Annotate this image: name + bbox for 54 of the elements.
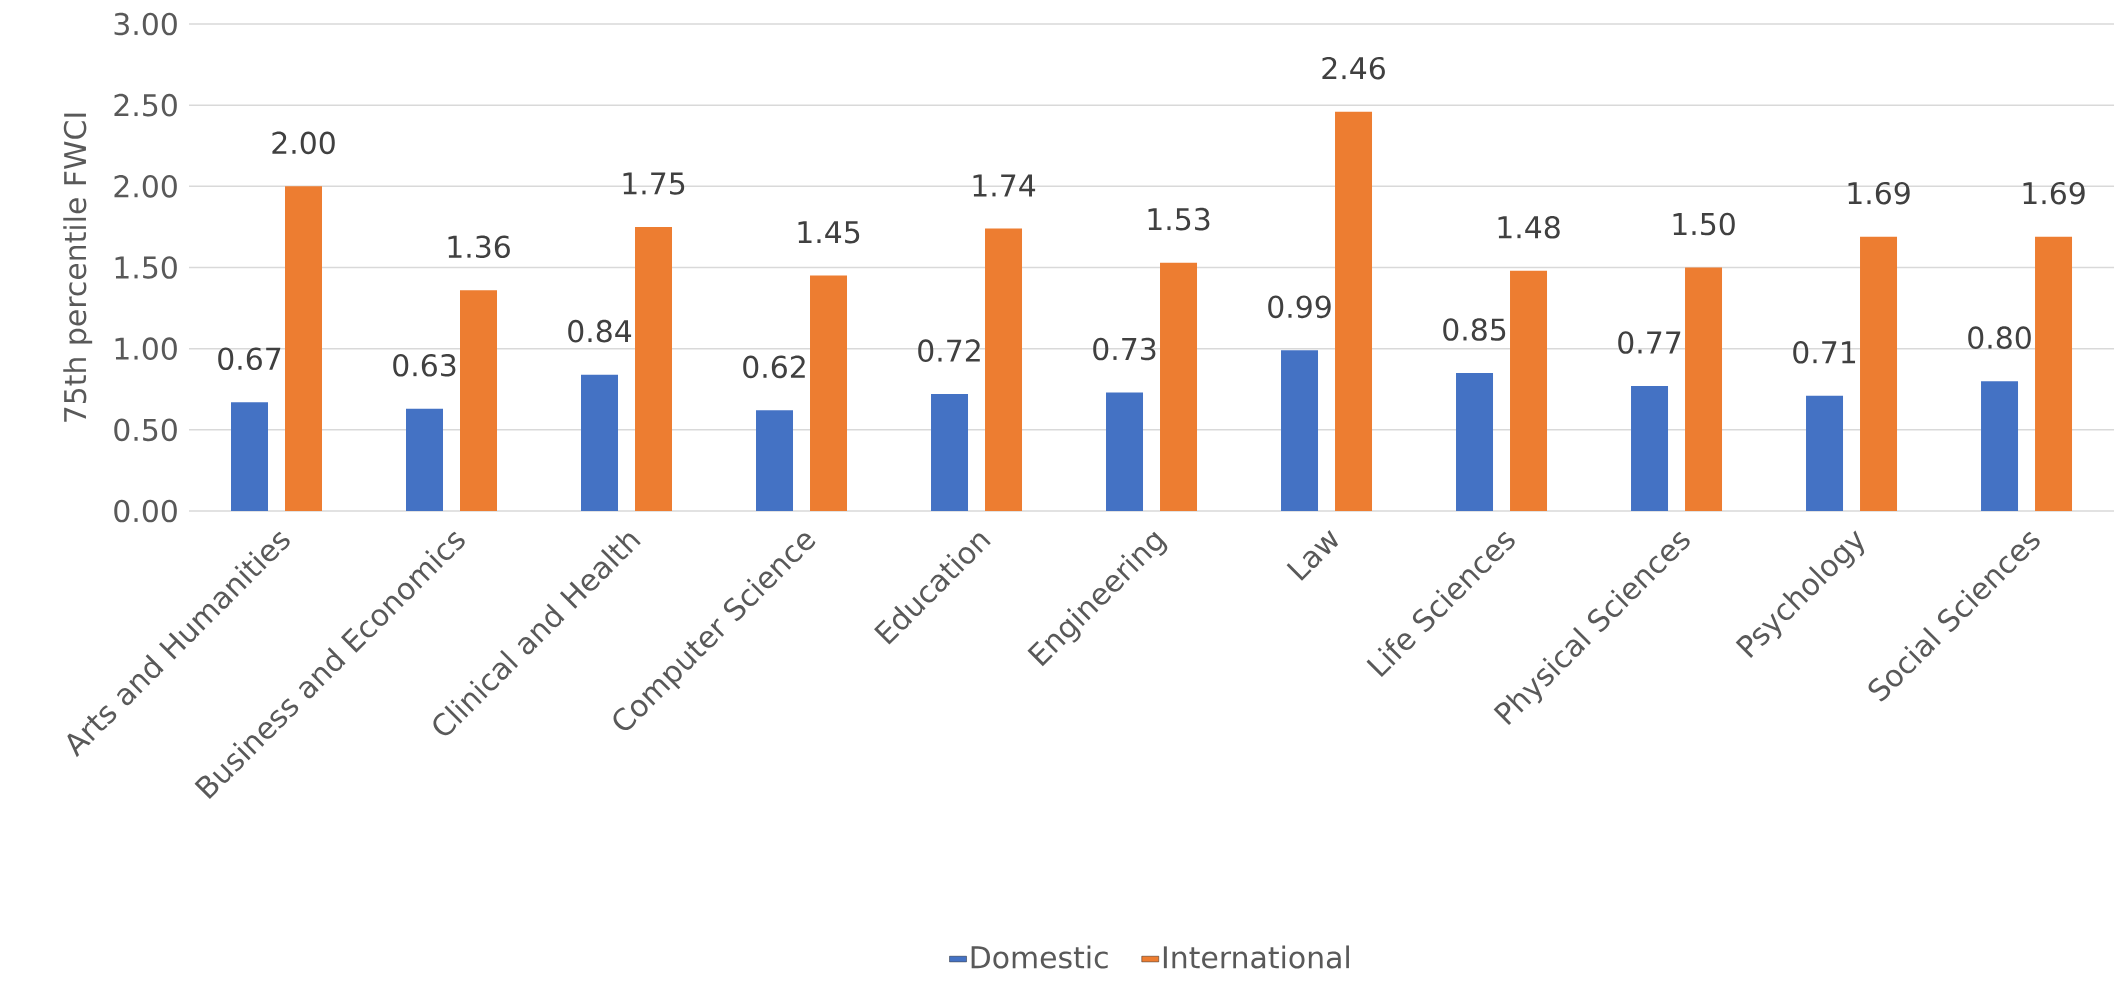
legend-label: Domestic <box>971 945 1108 969</box>
data-label: 1.75 <box>623 172 685 195</box>
data-label: 1.50 <box>1673 212 1735 236</box>
data-label: 2.46 <box>1322 56 1385 80</box>
y-tick-label: 2.50 <box>114 93 177 117</box>
bar <box>1160 262 1198 511</box>
data-label: 0.71 <box>1793 340 1856 364</box>
bar <box>635 226 673 511</box>
y-axis-title: 75th percentile FWCI <box>63 113 93 422</box>
legend-label: International <box>1163 945 1349 969</box>
data-label: 0.73 <box>1093 337 1156 361</box>
bar <box>810 275 848 511</box>
data-label: 0.80 <box>1968 326 2031 349</box>
y-tick-label: 0.50 <box>114 418 177 442</box>
bar <box>1335 111 1373 511</box>
bar <box>1860 236 1898 511</box>
data-label: 1.45 <box>798 221 860 244</box>
bar <box>1281 350 1319 511</box>
y-tick-label: 0.00 <box>114 499 177 523</box>
data-label: 1.36 <box>448 235 510 259</box>
data-label: 1.53 <box>1148 207 1210 231</box>
data-label: 1.69 <box>1848 181 1910 205</box>
bar <box>1981 381 2019 511</box>
bar <box>756 410 794 511</box>
data-label: 0.67 <box>218 347 281 371</box>
data-label: 0.63 <box>393 353 456 377</box>
data-label: 1.74 <box>973 174 1036 197</box>
data-label: 0.62 <box>743 355 805 379</box>
bar <box>1456 373 1494 511</box>
bar <box>406 408 443 511</box>
bar <box>581 374 619 511</box>
bar <box>231 402 268 511</box>
data-label: 2.00 <box>272 131 335 155</box>
bar <box>1510 270 1548 511</box>
bar <box>1685 267 1723 511</box>
bar <box>460 290 497 511</box>
y-tick-label: 2.00 <box>114 175 177 198</box>
bar <box>985 228 1023 511</box>
bar <box>2035 236 2073 511</box>
data-label: 0.99 <box>1268 295 1331 319</box>
bar <box>285 186 322 511</box>
data-label: 1.69 <box>2023 181 2085 205</box>
data-label: 1.48 <box>1498 215 1560 239</box>
data-label: 0.84 <box>568 319 632 343</box>
bar <box>1631 386 1669 511</box>
bar <box>931 394 969 511</box>
y-tick-label: 1.50 <box>115 256 177 279</box>
y-tick-label: 3.00 <box>114 12 177 36</box>
data-label: 0.72 <box>918 339 980 362</box>
bar <box>1806 395 1844 511</box>
data-label: 0.85 <box>1443 318 1506 341</box>
data-label: 0.77 <box>1618 331 1681 354</box>
y-tick-label: 1.00 <box>115 337 177 360</box>
bar <box>1106 392 1144 511</box>
